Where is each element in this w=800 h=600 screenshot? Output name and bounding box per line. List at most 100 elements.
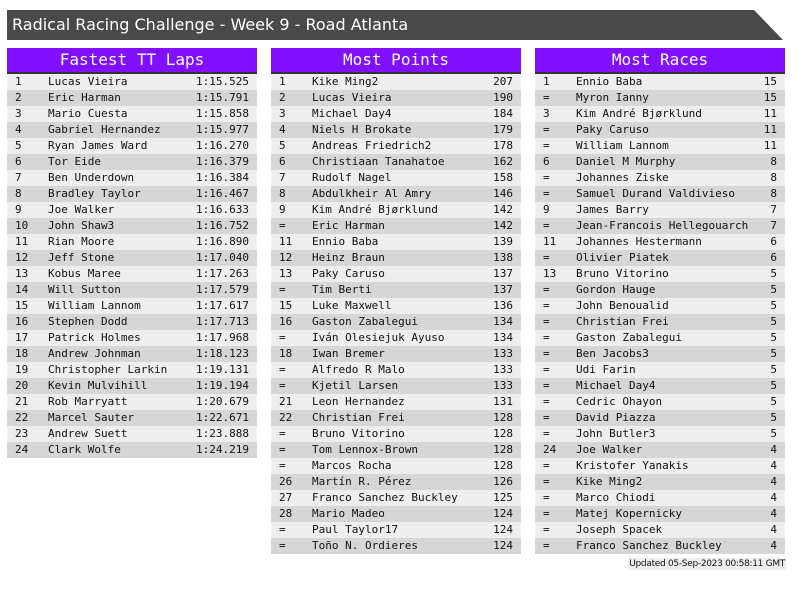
value: 138 xyxy=(493,251,513,264)
rank: = xyxy=(543,331,550,344)
table-row: 15 Luke Maxwell 136 xyxy=(271,298,521,314)
rank: 22 xyxy=(279,411,293,424)
driver-name: Ennio Baba xyxy=(576,75,643,88)
value: 1:16.890 xyxy=(196,235,249,248)
rank: = xyxy=(543,459,550,472)
driver-name: Kjetil Larsen xyxy=(312,379,399,392)
table-row: 5 Ryan James Ward 1:16.270 xyxy=(7,138,257,154)
table-row: 9 James Barry 7 xyxy=(535,202,785,218)
driver-name: Niels H Brokate xyxy=(312,123,412,136)
rank: 23 xyxy=(15,427,29,440)
table-row: = Samuel Durand Valdivieso 8 xyxy=(535,186,785,202)
table-row: = Joseph Spacek 4 xyxy=(535,522,785,538)
rank: 5 xyxy=(279,139,286,152)
table-row: 3 Michael Day4 184 xyxy=(271,106,521,122)
rank: 16 xyxy=(279,315,293,328)
table-row: = Michael Day4 5 xyxy=(535,378,785,394)
table-row: 24 Clark Wolfe 1:24.219 xyxy=(7,442,257,458)
rank: = xyxy=(543,171,550,184)
table-row: 3 Mario Cuesta 1:15.858 xyxy=(7,106,257,122)
value: 142 xyxy=(493,203,513,216)
table-row: 9 Joe Walker 1:16.633 xyxy=(7,202,257,218)
value: 124 xyxy=(493,539,513,552)
driver-name: William Lannom xyxy=(48,299,141,312)
table-row: = Paul Taylor17 124 xyxy=(271,522,521,538)
rank: 3 xyxy=(15,107,22,120)
value: 1:16.384 xyxy=(196,171,249,184)
panel-most-points: Most Points 1 Kike Ming2 207 2 Lucas Vieira 1… xyxy=(271,48,521,554)
table-row: 4 Gabriel Hernandez 1:15.977 xyxy=(7,122,257,138)
driver-name: Eric Harman xyxy=(312,219,385,232)
rank: 11 xyxy=(543,235,557,248)
rank: 27 xyxy=(279,491,293,504)
table-row: 8 Abdulkheir Al Amry 146 xyxy=(271,186,521,202)
table-row: = Marcos Rocha 128 xyxy=(271,458,521,474)
rank: = xyxy=(279,443,286,456)
driver-name: Iwan Bremer xyxy=(312,347,385,360)
driver-name: Paky Caruso xyxy=(576,123,649,136)
rank: 7 xyxy=(279,171,286,184)
value: 1:19.131 xyxy=(196,363,249,376)
rank: 20 xyxy=(15,379,29,392)
rank: 8 xyxy=(15,187,22,200)
rank: 12 xyxy=(279,251,293,264)
driver-name: Bruno Vitorino xyxy=(576,267,669,280)
rank: = xyxy=(543,315,550,328)
rank: 18 xyxy=(15,347,29,360)
value: 5 xyxy=(770,427,777,440)
driver-name: Johannes Ziske xyxy=(576,171,669,184)
driver-name: Kevin Mulvihill xyxy=(48,379,148,392)
value: 134 xyxy=(493,315,513,328)
table-row: 13 Paky Caruso 137 xyxy=(271,266,521,282)
rank: 1 xyxy=(15,75,22,88)
rank: 13 xyxy=(543,267,557,280)
value: 6 xyxy=(770,235,777,248)
rank: 4 xyxy=(15,123,22,136)
value: 136 xyxy=(493,299,513,312)
value: 1:17.040 xyxy=(196,251,249,264)
rank: = xyxy=(543,139,550,152)
rank: = xyxy=(279,523,286,536)
panel-most-races: Most Races 1 Ennio Baba 15 = Myron Ianny 15 3 K… xyxy=(535,48,785,554)
driver-name: Martín R. Pérez xyxy=(312,475,412,488)
value: 1:17.968 xyxy=(196,331,249,344)
driver-name: Franco Sanchez Buckley xyxy=(312,491,458,504)
rank: = xyxy=(543,187,550,200)
value: 1:15.791 xyxy=(196,91,249,104)
rank: 14 xyxy=(15,283,29,296)
driver-name: Tim Berti xyxy=(312,283,372,296)
value: 1:17.713 xyxy=(196,315,249,328)
rank: = xyxy=(279,283,286,296)
value: 146 xyxy=(493,187,513,200)
rank: 13 xyxy=(279,267,293,280)
driver-name: Olivier Piatek xyxy=(576,251,669,264)
rank: 24 xyxy=(15,443,29,456)
rank: 2 xyxy=(279,91,286,104)
table-row: 7 Rudolf Nagel 158 xyxy=(271,170,521,186)
value: 5 xyxy=(770,395,777,408)
value: 1:16.270 xyxy=(196,139,249,152)
leaderboard-list: 1 Kike Ming2 207 2 Lucas Vieira 190 3 Michael D… xyxy=(271,74,521,554)
value: 5 xyxy=(770,267,777,280)
rank: = xyxy=(279,539,286,552)
value: 4 xyxy=(770,443,777,456)
value: 162 xyxy=(493,155,513,168)
value: 6 xyxy=(770,251,777,264)
value: 126 xyxy=(493,475,513,488)
table-row: 7 Ben Underdown 1:16.384 xyxy=(7,170,257,186)
driver-name: Kobus Maree xyxy=(48,267,121,280)
driver-name: Joseph Spacek xyxy=(576,523,663,536)
table-row: 2 Eric Harman 1:15.791 xyxy=(7,90,257,106)
rank: = xyxy=(543,491,550,504)
rank: = xyxy=(543,379,550,392)
rank: = xyxy=(543,523,550,536)
value: 1:23.888 xyxy=(196,427,249,440)
value: 131 xyxy=(493,395,513,408)
table-row: 20 Kevin Mulvihill 1:19.194 xyxy=(7,378,257,394)
value: 124 xyxy=(493,523,513,536)
title-bar: Radical Racing Challenge - Week 9 - Road… xyxy=(7,10,783,40)
rank: = xyxy=(543,219,550,232)
rank: 13 xyxy=(15,267,29,280)
table-row: 21 Rob Marryatt 1:20.679 xyxy=(7,394,257,410)
value: 133 xyxy=(493,347,513,360)
